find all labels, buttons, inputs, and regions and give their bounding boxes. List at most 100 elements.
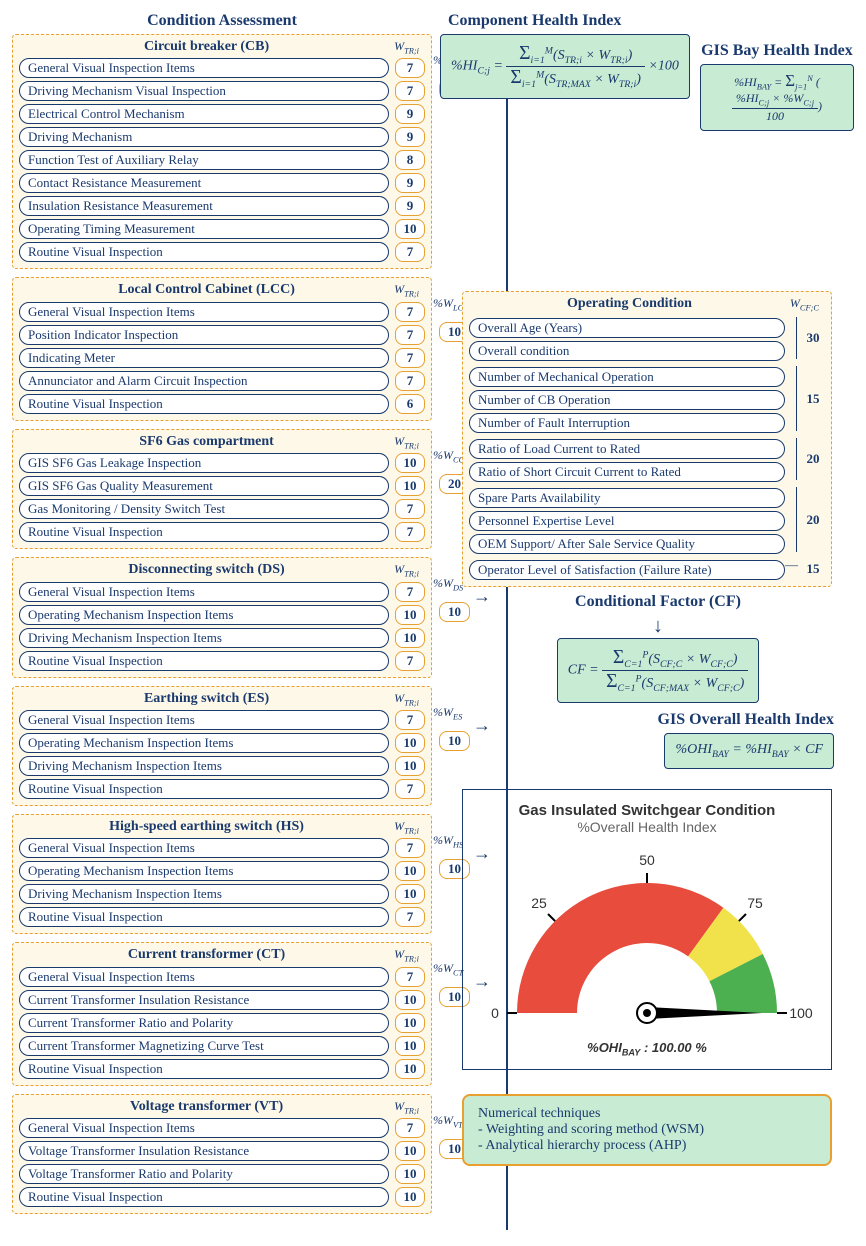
op-group-weight: 15 — [797, 391, 825, 407]
op-group: Operator Level of Satisfaction (Failure … — [469, 557, 825, 580]
item-label: Operating Timing Measurement — [19, 219, 389, 239]
component-block: SF6 Gas compartmentWTR;iGIS SF6 Gas Leak… — [12, 429, 432, 549]
svg-text:100: 100 — [789, 1005, 813, 1021]
item-row: Voltage Transformer Ratio and Polarity10 — [19, 1164, 425, 1184]
item-row: Routine Visual Inspection 7 — [19, 779, 425, 799]
item-row: Routine Visual Inspection7 — [19, 242, 425, 262]
item-label: Routine Visual Inspection — [19, 522, 389, 542]
component-title: Local Control Cabinet (LCC) — [19, 282, 394, 298]
item-label: Current Transformer Insulation Resistanc… — [19, 990, 389, 1010]
item-label: Annunciator and Alarm Circuit Inspection — [19, 371, 389, 391]
op-group: Number of Mechanical OperationNumber of … — [469, 364, 825, 433]
item-label: Operating Mechanism Inspection Items — [19, 861, 389, 881]
item-row: Electrical Control Mechanism9 — [19, 104, 425, 124]
item-weight: 7 — [395, 371, 425, 391]
condition-assessment-title: Condition Assessment — [12, 12, 432, 30]
op-group-weight: 20 — [797, 512, 825, 528]
item-label: Function Test of Auxiliary Relay — [19, 150, 389, 170]
item-weight: 7 — [395, 522, 425, 542]
item-label: Routine Visual Inspection — [19, 1187, 389, 1207]
item-label: Current Transformer Magnetizing Curve Te… — [19, 1036, 389, 1056]
gauge-value: %OHIBAY : 100.00 % — [475, 1040, 819, 1058]
component-block: Earthing switch (ES)WTR;iGeneral Visual … — [12, 686, 432, 806]
item-row: Insulation Resistance Measurement9 — [19, 196, 425, 216]
item-row: GIS SF6 Gas Quality Measurement10 — [19, 476, 425, 496]
item-label: General Visual Inspection Items — [19, 58, 389, 78]
op-group: Spare Parts AvailabilityPersonnel Expert… — [469, 485, 825, 554]
component-health-title: Component Health Index — [448, 12, 690, 30]
item-row: General Visual Inspection Items7 — [19, 582, 425, 602]
item-weight: 10 — [395, 605, 425, 625]
item-weight: 7 — [395, 779, 425, 799]
item-label: Driving Mechanism Inspection Items — [19, 884, 389, 904]
svg-text:75: 75 — [747, 895, 763, 911]
op-item-label: Number of Fault Interruption — [469, 413, 785, 433]
item-weight: 7 — [395, 81, 425, 101]
gis-bay-title: GIS Bay Health Index — [700, 42, 854, 60]
brace-icon — [785, 438, 797, 480]
item-row: General Visual Inspection Items7 — [19, 58, 425, 78]
techniques-title: Numerical techniques — [478, 1106, 816, 1122]
item-label: Driving Mechanism Inspection Items — [19, 756, 389, 776]
op-item-label: Overall Age (Years) — [469, 318, 785, 338]
component-title: Current transformer (CT) — [19, 947, 394, 963]
item-weight: 10 — [395, 733, 425, 753]
svg-text:0: 0 — [491, 1005, 499, 1021]
op-group: Overall Age (Years)Overall condition30 — [469, 315, 825, 361]
item-weight: 7 — [395, 582, 425, 602]
item-label: General Visual Inspection Items — [19, 710, 389, 730]
techniques-box: Numerical techniques - Weighting and sco… — [462, 1094, 832, 1166]
item-label: Indicating Meter — [19, 348, 389, 368]
item-label: GIS SF6 Gas Quality Measurement — [19, 476, 389, 496]
gauge-panel: Gas Insulated Switchgear Condition %Over… — [462, 789, 832, 1071]
formula-hi-c: %HIC;j = Σi=1M(STR;i × WTR;i) Σi=1M(STR;… — [440, 34, 690, 99]
item-weight: 10 — [395, 1141, 425, 1161]
svg-text:25: 25 — [531, 895, 547, 911]
item-row: Current Transformer Insulation Resistanc… — [19, 990, 425, 1010]
item-row: Operating Timing Measurement10 — [19, 219, 425, 239]
item-row: Driving Mechanism Inspection Items 10 — [19, 756, 425, 776]
item-label: Routine Visual Inspection — [19, 779, 389, 799]
item-row: Routine Visual Inspection6 — [19, 394, 425, 414]
op-weight-header: WCF;C — [790, 296, 825, 312]
item-row: Routine Visual Inspection7 — [19, 907, 425, 927]
item-weight: 10 — [395, 756, 425, 776]
item-label: Current Transformer Ratio and Polarity — [19, 1013, 389, 1033]
component-block: Voltage transformer (VT)WTR;iGeneral Vis… — [12, 1094, 432, 1214]
item-label: General Visual Inspection Items — [19, 967, 389, 987]
operating-condition-title: Operating Condition — [469, 296, 790, 312]
component-title: SF6 Gas compartment — [19, 434, 394, 450]
component-title: Voltage transformer (VT) — [19, 1099, 394, 1115]
item-weight: 10 — [395, 884, 425, 904]
item-row: Indicating Meter7 — [19, 348, 425, 368]
item-row: Routine Visual Inspection10 — [19, 1059, 425, 1079]
op-item-label: Operator Level of Satisfaction (Failure … — [469, 560, 785, 580]
item-weight: 6 — [395, 394, 425, 414]
item-label: Gas Monitoring / Density Switch Test — [19, 499, 389, 519]
item-row: Driving Mechanism Visual Inspection7 — [19, 81, 425, 101]
item-row: General Visual Inspection Items7 — [19, 838, 425, 858]
item-weight: 7 — [395, 1118, 425, 1138]
component-block: Current transformer (CT)WTR;iGeneral Vis… — [12, 942, 432, 1085]
op-group: Ratio of Load Current to RatedRatio of S… — [469, 436, 825, 482]
op-item-label: Ratio of Load Current to Rated — [469, 439, 785, 459]
item-row: General Visual Inspection Items7 — [19, 1118, 425, 1138]
item-row: Driving Mechanism9 — [19, 127, 425, 147]
item-weight: 10 — [395, 1013, 425, 1033]
item-label: Driving Mechanism — [19, 127, 389, 147]
item-row: Position Indicator Inspection7 — [19, 325, 425, 345]
item-label: GIS SF6 Gas Leakage Inspection — [19, 453, 389, 473]
weight-header: WTR;i — [394, 819, 425, 835]
conditional-factor-title: Conditional Factor (CF) — [462, 593, 854, 611]
item-weight: 7 — [395, 710, 425, 730]
item-weight: 10 — [395, 1164, 425, 1184]
item-weight: 10 — [395, 1036, 425, 1056]
gauge-subtitle: %Overall Health Index — [475, 819, 819, 835]
gauge-svg: 0 25 50 75 100 — [477, 843, 817, 1033]
item-weight: 9 — [395, 173, 425, 193]
component-title: High-speed earthing switch (HS) — [19, 819, 394, 835]
formula-ohi: %OHIBAY = %HIBAY × CF — [664, 733, 834, 769]
item-row: Current Transformer Ratio and Polarity 10 — [19, 1013, 425, 1033]
item-weight: 7 — [395, 838, 425, 858]
item-label: Routine Visual Inspection — [19, 242, 389, 262]
